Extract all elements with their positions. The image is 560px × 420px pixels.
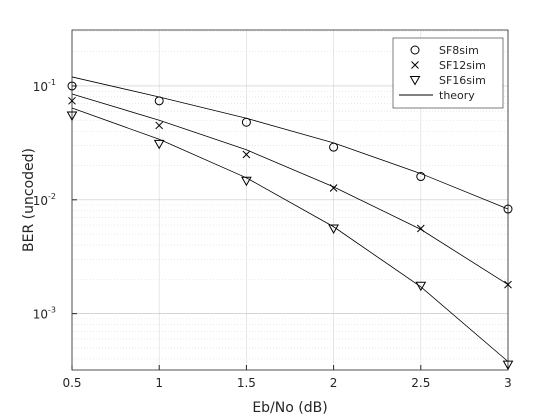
y-tick-label: 10-3 [33, 306, 56, 322]
marker [328, 224, 339, 234]
y-tick-exponent: -2 [48, 192, 56, 201]
marker [409, 76, 421, 86]
theory-line [71, 93, 509, 285]
x-tick-label: 1 [155, 376, 163, 390]
marker [153, 139, 165, 150]
x-axis-label: Eb/No (dB) [252, 400, 327, 416]
marker [329, 184, 338, 192]
marker [329, 142, 339, 152]
x-tick-label: 1.5 [237, 376, 256, 390]
marker [415, 281, 427, 292]
marker [410, 45, 420, 55]
legend-label: SF16sim [439, 74, 486, 87]
marker [411, 61, 419, 69]
marker [502, 360, 514, 371]
marker [503, 204, 513, 214]
x-tick-label: 0.5 [62, 376, 81, 390]
marker [241, 117, 251, 127]
marker [242, 150, 251, 159]
x-tick-label: 2.5 [411, 376, 430, 390]
legend-label: theory [439, 89, 475, 102]
marker [154, 96, 164, 106]
marker [66, 111, 78, 122]
marker [67, 81, 77, 91]
y-tick-base: 10 [33, 194, 48, 208]
marker [155, 121, 164, 130]
y-tick-base: 10 [33, 308, 48, 322]
plot-frame [71, 29, 509, 371]
y-tick-label: 10-2 [33, 192, 56, 208]
marker [416, 172, 426, 182]
y-tick-exponent: -3 [48, 306, 56, 315]
marker [416, 224, 425, 233]
x-tick-label: 2 [330, 376, 338, 390]
legend-label: SF12sim [439, 59, 486, 72]
marker [504, 280, 512, 289]
x-tick-label: 3 [504, 376, 512, 390]
legend-label: SF8sim [439, 44, 479, 57]
theory-line [71, 76, 509, 210]
marker [241, 176, 252, 187]
y-tick-exponent: -1 [48, 78, 56, 87]
theory-line [71, 107, 509, 362]
y-tick-base: 10 [33, 80, 48, 94]
y-axis-label: BER (uncoded) [21, 148, 37, 252]
y-tick-label: 10-1 [33, 78, 56, 94]
marker [68, 96, 76, 105]
